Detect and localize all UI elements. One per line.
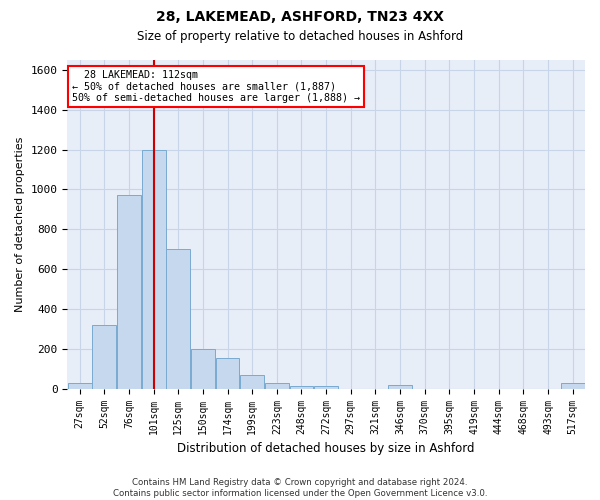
- Bar: [240, 374, 264, 388]
- Text: 28 LAKEMEAD: 112sqm  
← 50% of detached houses are smaller (1,887)
50% of semi-d: 28 LAKEMEAD: 112sqm ← 50% of detached ho…: [73, 70, 361, 103]
- Bar: [166, 249, 190, 388]
- Bar: [191, 349, 215, 389]
- Bar: [117, 196, 141, 388]
- Bar: [68, 382, 92, 388]
- Bar: [561, 382, 584, 388]
- Bar: [215, 358, 239, 388]
- Bar: [265, 382, 289, 388]
- Y-axis label: Number of detached properties: Number of detached properties: [15, 136, 25, 312]
- X-axis label: Distribution of detached houses by size in Ashford: Distribution of detached houses by size …: [178, 442, 475, 455]
- Text: Size of property relative to detached houses in Ashford: Size of property relative to detached ho…: [137, 30, 463, 43]
- Text: Contains HM Land Registry data © Crown copyright and database right 2024.
Contai: Contains HM Land Registry data © Crown c…: [113, 478, 487, 498]
- Bar: [290, 386, 313, 388]
- Bar: [142, 150, 166, 388]
- Bar: [388, 384, 412, 388]
- Text: 28, LAKEMEAD, ASHFORD, TN23 4XX: 28, LAKEMEAD, ASHFORD, TN23 4XX: [156, 10, 444, 24]
- Bar: [92, 325, 116, 388]
- Bar: [314, 386, 338, 388]
